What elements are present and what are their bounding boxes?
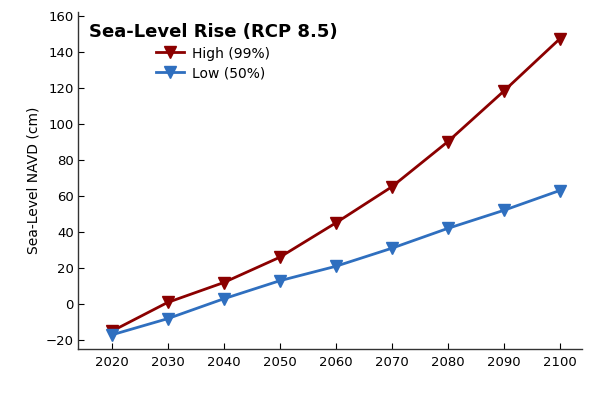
Low (50%) bbox=[276, 278, 283, 283]
Low (50%) bbox=[556, 188, 563, 193]
Low (50%) bbox=[388, 246, 395, 251]
High (99%) bbox=[500, 89, 507, 94]
High (99%) bbox=[164, 300, 171, 305]
High (99%) bbox=[556, 37, 563, 41]
High (99%) bbox=[220, 280, 227, 285]
Line: Low (50%): Low (50%) bbox=[106, 184, 566, 341]
Line: High (99%): High (99%) bbox=[106, 33, 566, 337]
Low (50%) bbox=[108, 333, 115, 337]
Legend: High (99%), Low (50%): High (99%), Low (50%) bbox=[85, 19, 342, 84]
High (99%) bbox=[332, 221, 339, 225]
Low (50%) bbox=[164, 316, 171, 321]
High (99%) bbox=[276, 255, 283, 260]
Low (50%) bbox=[444, 226, 451, 231]
High (99%) bbox=[108, 329, 115, 334]
Low (50%) bbox=[500, 208, 507, 213]
High (99%) bbox=[444, 139, 451, 144]
Low (50%) bbox=[220, 297, 227, 301]
Y-axis label: Sea-Level NAVD (cm): Sea-Level NAVD (cm) bbox=[26, 107, 40, 254]
High (99%) bbox=[388, 185, 395, 189]
Low (50%) bbox=[332, 264, 339, 269]
